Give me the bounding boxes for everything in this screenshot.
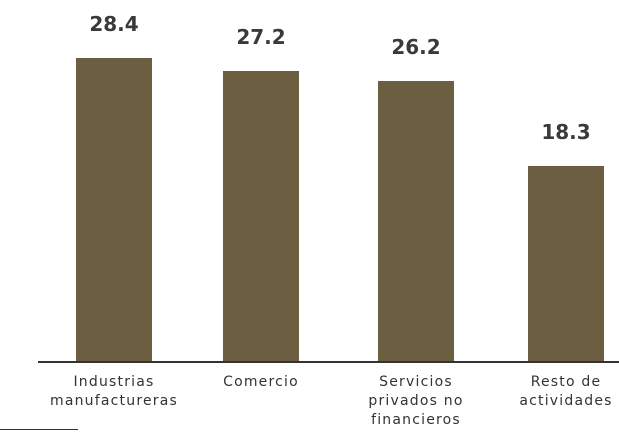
footnote-rule — [0, 429, 78, 430]
value-label: 28.4 — [89, 12, 139, 36]
x-axis-line — [38, 361, 619, 363]
value-label: 26.2 — [391, 35, 441, 60]
value-label: 18.3 — [541, 119, 591, 144]
value-label: 27.2 — [236, 24, 286, 49]
bar — [76, 58, 152, 361]
x-tick-label: Comercio — [223, 374, 299, 390]
bar — [223, 70, 299, 361]
x-tick-label: Industrias manufactureras — [49, 374, 179, 409]
bar — [378, 81, 454, 361]
bar — [528, 165, 604, 361]
x-tick-label: Resto de actividades — [519, 374, 613, 409]
x-tick-label: Servicios privados no financieros — [368, 374, 464, 428]
